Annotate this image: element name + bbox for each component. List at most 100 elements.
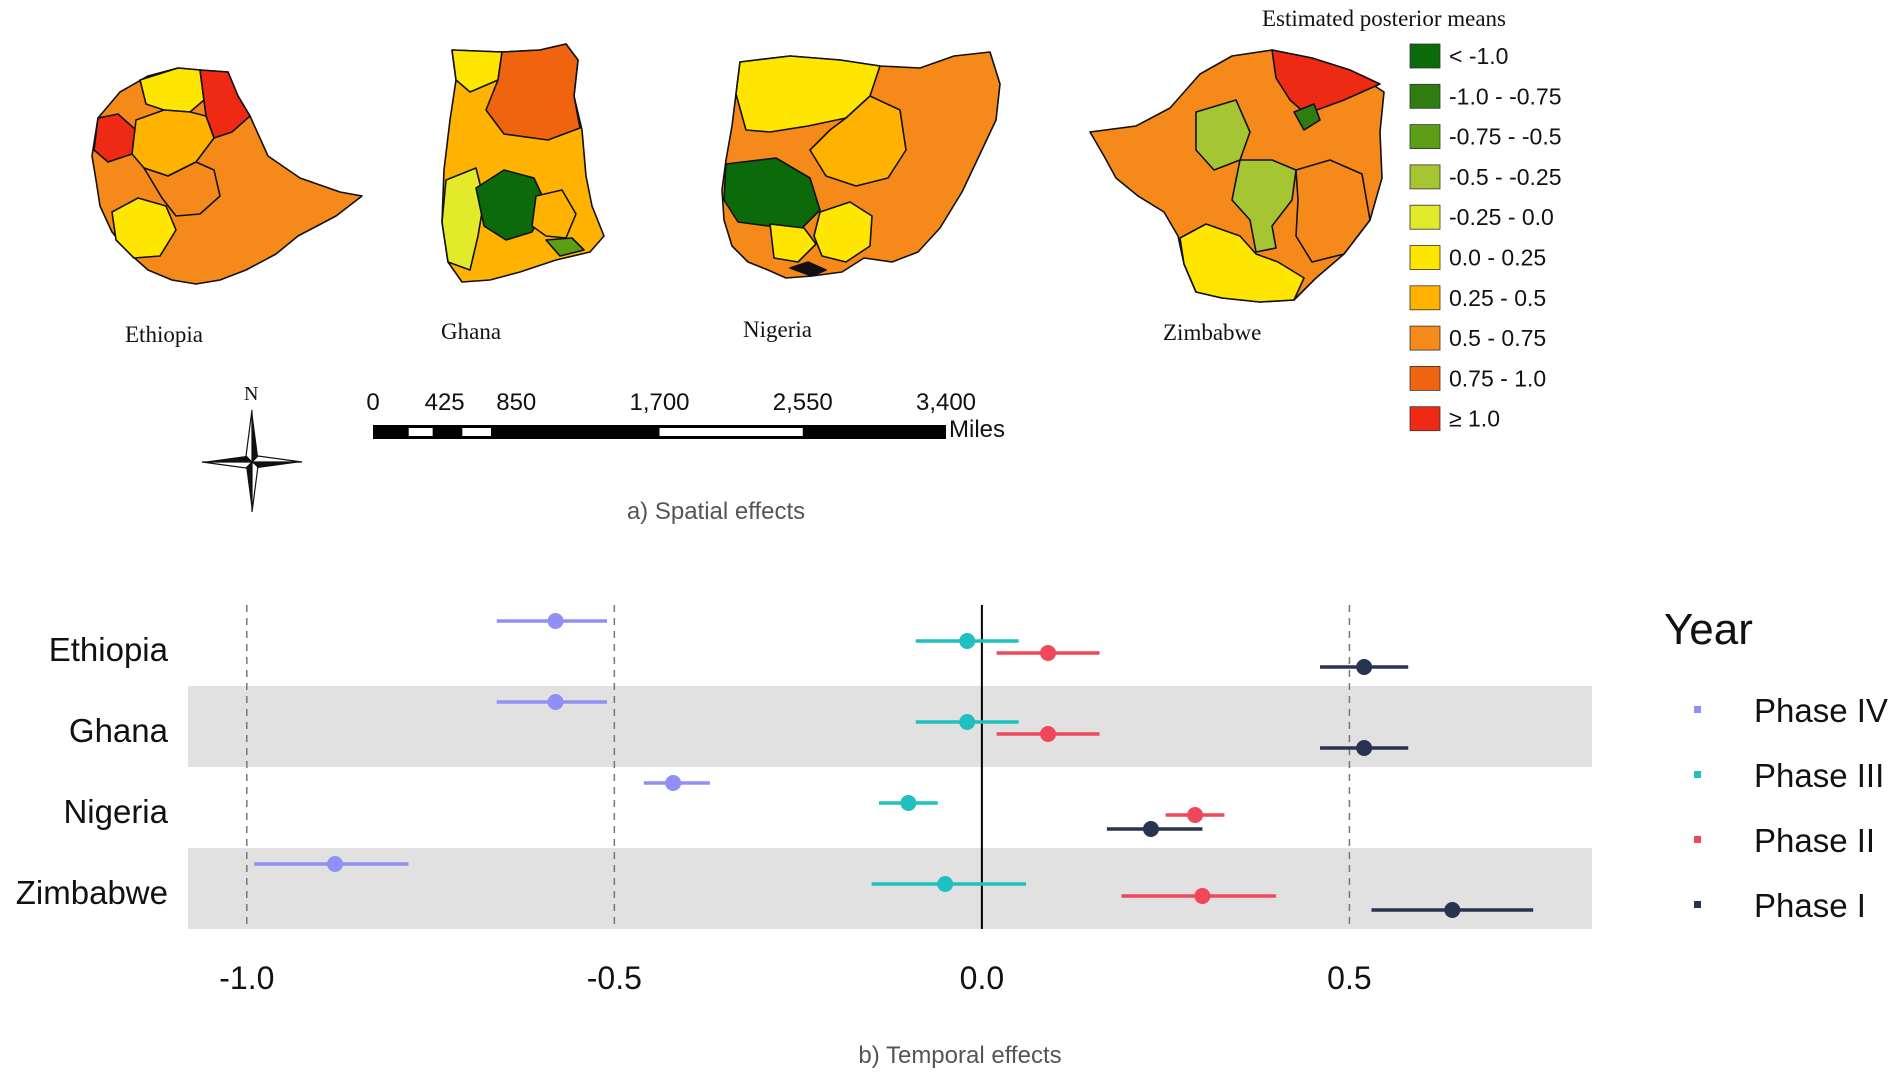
legend-label: -0.75 - -0.5	[1449, 124, 1562, 150]
y-tick-label: Ethiopia	[49, 631, 169, 668]
north-arrow-icon: N	[201, 383, 303, 513]
legend-swatch	[1409, 83, 1441, 109]
zimbabwe-region-northeast	[1271, 49, 1381, 115]
legend-label: < -1.0	[1449, 43, 1508, 69]
ethiopia-region-north	[139, 67, 205, 113]
legend-swatch	[1409, 164, 1441, 190]
legend-swatch	[1409, 204, 1441, 230]
legend-label: -0.25 - 0.0	[1449, 204, 1554, 230]
point-phase-iv	[327, 856, 344, 872]
ghana-region-coast	[545, 237, 585, 257]
y-tick-label: Nigeria	[63, 793, 168, 830]
legend-label: Phase I	[1754, 887, 1866, 924]
scale-bar-segment	[462, 428, 491, 436]
map-label-nigeria: Nigeria	[743, 317, 812, 342]
row-band	[188, 686, 1592, 767]
point-phase-iv	[547, 613, 564, 629]
y-tick-label: Zimbabwe	[16, 874, 168, 911]
point-phase-iii	[900, 795, 917, 811]
map-ghana	[441, 43, 605, 283]
scale-bar-tick-label: 3,400	[916, 389, 976, 416]
legend-label: Phase II	[1754, 822, 1875, 859]
legend-swatch	[1409, 285, 1441, 311]
scale-bar-unit: Miles	[949, 416, 1005, 443]
point-phase-iv	[547, 694, 564, 710]
map-label-zimbabwe: Zimbabwe	[1163, 320, 1261, 345]
temporal-panel: Ethiopia Ghana Nigeria Zimbabwe -1.0 -0.5 0.0…	[16, 605, 1888, 1069]
map-label-ethiopia: Ethiopia	[125, 322, 203, 347]
point-phase-iv	[665, 775, 682, 791]
north-arrow-label: N	[244, 383, 258, 405]
legend-label: 0.75 - 1.0	[1449, 365, 1546, 391]
x-tick-label: 0.5	[1327, 960, 1371, 996]
ethiopia-region-center	[131, 109, 215, 177]
scale-bar-segment	[659, 428, 803, 436]
scale-bar-segment	[408, 428, 433, 436]
legend-label: Phase IV	[1754, 692, 1888, 729]
scale-bar-tick-label: 850	[496, 389, 536, 416]
point-phase-ii	[1194, 888, 1211, 904]
point-phase-i	[1356, 659, 1373, 675]
legend-key	[1694, 901, 1701, 908]
point-phase-ii	[1040, 645, 1057, 661]
scale-bar-tick-label: 0	[366, 389, 379, 416]
legend-swatch	[1409, 124, 1441, 149]
legend-swatch	[1409, 245, 1441, 270]
spatial-legend-title: Estimated posterior means	[1262, 6, 1506, 31]
y-tick-label: Ghana	[69, 712, 169, 749]
ghana-region-northeast	[485, 43, 581, 141]
nigeria-region-southwest	[769, 223, 817, 263]
point-phase-iii	[959, 714, 976, 730]
map-label-ghana: Ghana	[441, 319, 501, 344]
legend-label: 0.0 - 0.25	[1449, 245, 1546, 271]
nigeria-region-north-central	[809, 95, 907, 187]
nigeria-region-lagos	[789, 261, 827, 277]
zimbabwe-region-midlands	[1231, 159, 1297, 253]
point-phase-i	[1142, 821, 1159, 837]
legend-key	[1694, 771, 1701, 778]
nigeria-region-south	[813, 201, 873, 263]
scale-bar-tick-label: 2,550	[773, 389, 833, 416]
legend-key	[1694, 706, 1701, 713]
temporal-legend: Phase IV Phase III Phase II Phase I	[1694, 692, 1888, 924]
point-phase-iii	[959, 633, 976, 649]
ghana-region-northwest	[451, 49, 503, 93]
map-ethiopia	[91, 67, 363, 285]
row-bands	[188, 686, 1592, 929]
legend-swatch	[1409, 43, 1441, 69]
zimbabwe-region-north-green	[1293, 103, 1321, 131]
reference-lines	[246, 605, 1351, 929]
legend-label: 0.25 - 0.5	[1449, 285, 1546, 311]
zimbabwe-region-east	[1295, 159, 1371, 263]
ethiopia-region-southwest	[111, 197, 177, 259]
x-tick-label: 0.0	[960, 960, 1004, 996]
legend-label: ≥ 1.0	[1449, 406, 1500, 432]
legend-swatch	[1409, 406, 1441, 432]
point-phase-iii	[937, 876, 954, 892]
temporal-legend-title: Year	[1664, 605, 1753, 654]
ghana-region-west	[441, 167, 485, 271]
ethiopia-region-mid	[143, 161, 221, 217]
map-nigeria	[721, 51, 1001, 279]
x-axis-labels: -1.0 -0.5 0.0 0.5	[219, 960, 1371, 996]
x-tick-label: -1.0	[219, 960, 274, 996]
row-band	[188, 848, 1592, 929]
point-phase-ii	[1040, 726, 1057, 742]
legend-swatch	[1409, 365, 1441, 391]
point-phase-ii	[1187, 807, 1204, 823]
legend-swatch	[1409, 325, 1441, 351]
y-axis-labels: Ethiopia Ghana Nigeria Zimbabwe	[16, 631, 169, 911]
point-phase-i	[1444, 902, 1461, 918]
map-zimbabwe	[1089, 49, 1385, 303]
interval-marks	[254, 613, 1534, 918]
legend-label: Phase III	[1754, 757, 1884, 794]
caption-temporal: b) Temporal effects	[858, 1042, 1061, 1069]
caption-spatial: a) Spatial effects	[627, 498, 805, 525]
scale-bar-tick-label: 1,700	[629, 389, 689, 416]
legend-label: 0.5 - 0.75	[1449, 325, 1546, 351]
x-tick-label: -0.5	[587, 960, 642, 996]
scale-bar-tick-label: 425	[425, 389, 465, 416]
zimbabwe-region-matabeleland-south	[1179, 223, 1305, 303]
